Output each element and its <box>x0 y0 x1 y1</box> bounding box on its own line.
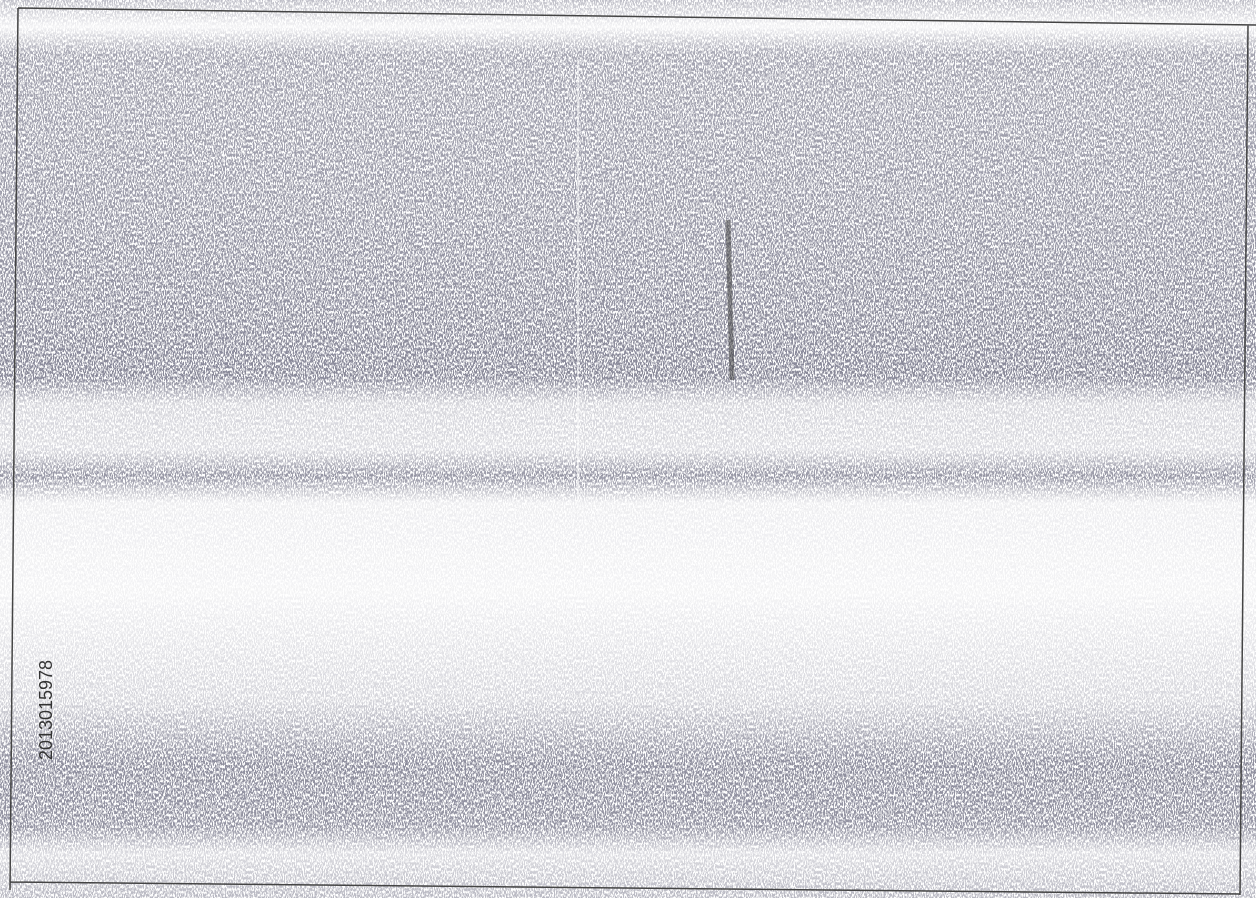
serial-number: 2013015978 <box>36 660 56 760</box>
streak <box>725 219 735 381</box>
frame <box>9 7 1256 896</box>
